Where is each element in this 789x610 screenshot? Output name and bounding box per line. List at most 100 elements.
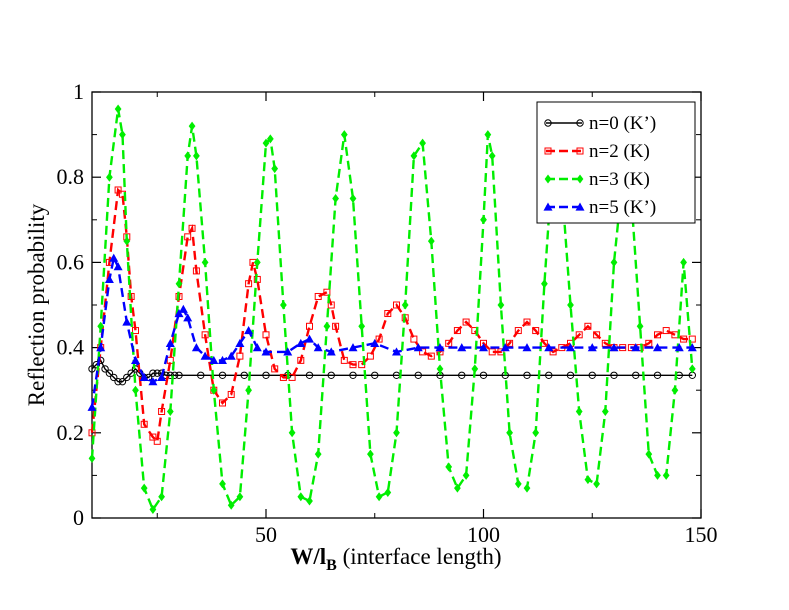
data-point xyxy=(271,365,279,373)
data-point xyxy=(106,172,113,182)
data-point xyxy=(458,371,466,379)
y-tick-label: 0.6 xyxy=(57,249,85,274)
data-point xyxy=(384,487,392,497)
data-point xyxy=(262,371,270,379)
data-point xyxy=(305,334,314,343)
data-point xyxy=(445,462,453,472)
legend-marker xyxy=(576,147,584,155)
data-point xyxy=(197,371,205,379)
data-point xyxy=(419,348,427,356)
data-point xyxy=(632,371,640,379)
data-point xyxy=(192,267,200,275)
data-point xyxy=(184,233,192,241)
data-point xyxy=(313,343,323,352)
x-axis-title-sub: B xyxy=(326,557,337,574)
data-point xyxy=(544,343,554,352)
data-point xyxy=(166,356,174,364)
data-point xyxy=(393,428,400,438)
x-axis-title-main: W/l xyxy=(290,544,326,569)
data-point xyxy=(314,449,322,459)
data-point xyxy=(545,371,553,379)
legend-label: n=5 (K’) xyxy=(589,197,656,218)
data-point xyxy=(157,372,167,382)
data-point xyxy=(497,300,505,310)
data-point xyxy=(188,224,196,232)
data-point xyxy=(227,390,235,398)
x-tick-label: 100 xyxy=(467,522,500,547)
data-point xyxy=(219,479,226,489)
data-point xyxy=(178,304,188,313)
data-point xyxy=(584,475,592,485)
data-point xyxy=(349,194,357,203)
data-point xyxy=(283,347,293,356)
data-point xyxy=(680,257,687,267)
data-point xyxy=(532,428,540,438)
data-point xyxy=(262,331,270,339)
legend: n=0 (K’) n=2 (K) n=3 (K) n=5 (K’) xyxy=(536,101,696,224)
data-point xyxy=(140,420,148,428)
data-point xyxy=(219,399,226,407)
legend-label: n=3 (K) xyxy=(589,169,650,190)
data-point xyxy=(462,470,470,480)
legend-marker xyxy=(544,119,552,127)
y-tick-label: 1 xyxy=(73,79,84,104)
data-point xyxy=(375,335,383,343)
x-tick-label: 150 xyxy=(685,522,718,547)
data-point xyxy=(523,318,531,326)
data-point xyxy=(631,343,641,352)
data-point xyxy=(236,492,244,502)
data-point xyxy=(541,279,548,289)
data-point xyxy=(687,343,697,352)
data-point xyxy=(262,138,270,148)
legend-entry-n-5-k: n=5 (K’) xyxy=(543,197,656,218)
data-point xyxy=(297,356,305,364)
data-point xyxy=(549,348,557,356)
data-point xyxy=(370,338,380,347)
series-n-5-k xyxy=(87,253,697,411)
data-point xyxy=(506,428,513,438)
data-point xyxy=(567,300,574,310)
data-point xyxy=(500,343,510,352)
data-point xyxy=(210,385,218,395)
data-point xyxy=(584,322,592,330)
x-axis-title-rest: (interface length) xyxy=(337,544,502,569)
data-point xyxy=(435,343,445,352)
y-axis-title: Reflection probability xyxy=(24,203,49,406)
data-point xyxy=(636,321,644,331)
legend-marker xyxy=(544,174,552,184)
data-point xyxy=(479,343,488,352)
data-point xyxy=(235,338,245,347)
x-tick-label: 50 xyxy=(255,522,277,547)
data-point xyxy=(165,338,175,347)
data-point xyxy=(183,313,193,322)
series-n-0-k xyxy=(88,356,696,386)
data-point xyxy=(445,339,453,347)
data-point xyxy=(454,483,461,493)
data-point xyxy=(119,130,126,140)
data-point xyxy=(588,371,596,379)
data-point xyxy=(457,343,467,352)
data-point xyxy=(271,164,279,174)
data-point xyxy=(506,339,514,347)
data-point xyxy=(522,343,532,352)
data-point xyxy=(87,402,97,411)
data-point xyxy=(610,371,618,379)
data-point xyxy=(127,369,135,377)
data-point xyxy=(175,371,183,379)
data-point xyxy=(105,369,114,377)
data-point xyxy=(566,371,575,379)
data-point xyxy=(653,343,662,352)
series-line-n-3-k xyxy=(90,108,694,513)
data-point xyxy=(427,236,435,246)
legend-marker xyxy=(576,119,584,127)
axis-ticks xyxy=(92,91,702,519)
data-point xyxy=(484,130,492,140)
data-point xyxy=(245,385,252,395)
data-point xyxy=(280,300,287,310)
data-point xyxy=(240,371,248,379)
data-point xyxy=(593,331,601,339)
data-point xyxy=(110,373,118,382)
data-point xyxy=(149,504,157,514)
legend-marker xyxy=(575,202,585,211)
